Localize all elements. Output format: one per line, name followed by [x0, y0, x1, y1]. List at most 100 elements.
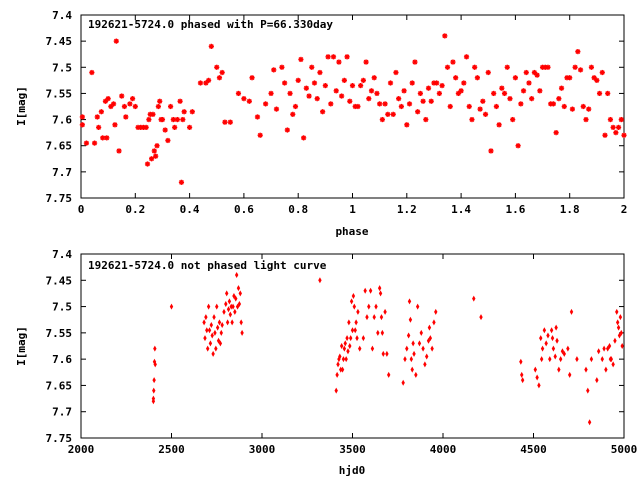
data-point — [151, 395, 156, 402]
data-point — [311, 80, 318, 86]
data-point — [415, 109, 421, 115]
data-point — [177, 98, 183, 104]
data-point — [412, 59, 418, 65]
data-point — [515, 143, 521, 149]
data-point — [181, 109, 187, 115]
data-point — [367, 303, 371, 310]
data-point — [434, 308, 438, 315]
data-point — [519, 358, 523, 365]
data-point — [100, 135, 106, 141]
data-point — [491, 90, 497, 97]
data-point — [132, 103, 138, 110]
data-point — [222, 119, 228, 125]
data-point — [234, 295, 238, 302]
data-point — [613, 130, 619, 136]
data-point — [349, 82, 356, 89]
x-tick-label: 4500 — [520, 443, 547, 456]
data-point — [220, 321, 224, 328]
data-point — [320, 109, 326, 115]
y-tick-label: 7.75 — [46, 192, 73, 205]
y-tick-label: 7.55 — [46, 87, 73, 100]
data-point — [219, 69, 225, 76]
data-point — [512, 75, 518, 81]
data-point — [94, 114, 100, 120]
data-point — [615, 319, 620, 326]
data-point — [314, 96, 320, 102]
y-tick-label: 7.75 — [46, 432, 73, 445]
data-point — [153, 361, 157, 368]
data-point — [594, 77, 600, 83]
data-point — [165, 137, 171, 144]
data-point — [607, 116, 614, 123]
x-tick-label: 1 — [349, 203, 356, 216]
x-tick-label: 5000 — [611, 443, 638, 456]
data-point — [611, 361, 615, 368]
data-point — [236, 285, 241, 292]
data-point — [501, 90, 508, 97]
data-point — [423, 116, 429, 123]
data-point — [472, 64, 478, 70]
data-point — [432, 319, 436, 326]
x-tick-label: 3000 — [249, 443, 276, 456]
data-point — [610, 124, 616, 131]
data-point — [589, 356, 594, 363]
data-point — [225, 290, 229, 297]
axis-ticks: 0 0.2 0.4 0.6 0.8 1 1.2 1.4 1.6 1.8 2 7.4 7.45 7.5 7.5… — [46, 9, 628, 216]
data-point — [577, 67, 584, 73]
data-point — [544, 340, 548, 347]
data-point — [393, 69, 399, 76]
data-point — [554, 324, 558, 331]
data-point — [615, 308, 619, 315]
data-point — [458, 88, 464, 94]
data-point — [545, 64, 551, 70]
data-point — [214, 64, 220, 70]
data-point — [477, 106, 483, 112]
data-point — [235, 303, 240, 310]
data-point — [206, 303, 211, 310]
data-point — [561, 103, 567, 110]
data-point — [566, 345, 570, 352]
x-tick-label: 1.6 — [505, 203, 525, 216]
data-point — [282, 80, 288, 86]
data-point — [105, 96, 111, 102]
data-point — [377, 101, 383, 107]
data-point — [526, 80, 532, 86]
data-point — [412, 350, 416, 357]
y-tick-label: 7.5 — [52, 301, 72, 314]
data-point — [539, 335, 543, 342]
axis-ticks: 2000 2500 3000 3500 4000 4500 5000 7.4 7.45 7.5 7.… — [46, 248, 638, 456]
data-point — [420, 98, 426, 104]
x-tick-label: 1.8 — [560, 203, 580, 216]
data-point — [238, 290, 242, 297]
data-point — [178, 179, 185, 185]
phased-light-curve-chart: 0 0.2 0.4 0.6 0.8 1 1.2 1.4 1.6 1.8 2 7.4 7.45 7.5 7.5… — [15, 9, 627, 238]
data-point — [602, 132, 608, 138]
data-point — [480, 98, 486, 104]
data-point — [155, 103, 161, 110]
data-point — [325, 54, 331, 60]
data-point — [596, 348, 601, 355]
data-point — [378, 290, 383, 297]
data-point — [361, 335, 366, 342]
data-point — [336, 361, 340, 368]
data-point — [387, 80, 394, 86]
data-point — [550, 101, 557, 107]
data-point — [599, 69, 605, 76]
data-point — [116, 148, 122, 154]
data-point — [575, 49, 581, 55]
data-point — [537, 88, 543, 94]
x-tick-label: 2 — [621, 203, 628, 216]
data-point — [354, 319, 358, 326]
data-point — [450, 59, 456, 65]
data-point — [401, 379, 405, 386]
data-point — [279, 64, 285, 70]
data-point — [586, 387, 590, 394]
data-point — [338, 353, 342, 360]
data-point — [529, 96, 535, 102]
data-point — [428, 98, 434, 104]
data-point — [351, 293, 356, 300]
data-point — [356, 308, 360, 315]
data-point — [385, 350, 389, 357]
data-point — [144, 161, 151, 167]
data-point — [203, 335, 207, 342]
